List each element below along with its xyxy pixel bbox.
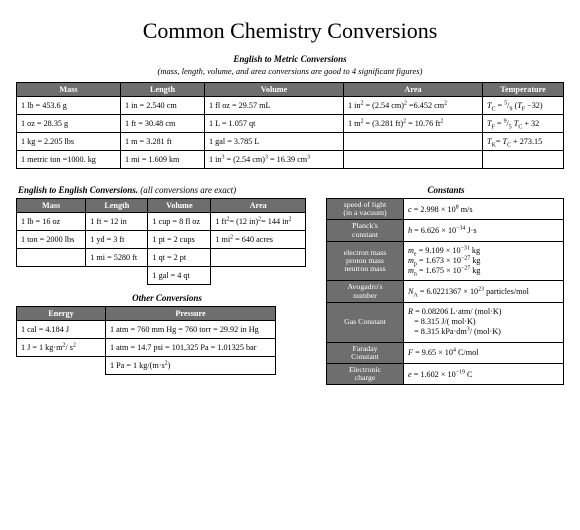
section3-heading: Other Conversions [18,293,316,303]
table-row: 1 Pa = 1 kg/(m·s2) [17,357,276,375]
table-english-metric: Mass Length Volume Area Temperature 1 lb… [16,82,564,169]
table-row: Avogadro'snumber NA = 6.0221367 × 1023 p… [327,281,564,302]
table-constants: speed of light(in a vacuum) c = 2.998 × … [326,198,564,385]
table-row: Gas Constant R = 0.08206 L·atm/ (mol·K) … [327,302,564,342]
col-area: Area [211,199,306,213]
page-title: Common Chemistry Conversions [16,18,564,44]
table-row: speed of light(in a vacuum) c = 2.998 × … [327,199,564,220]
col-area: Area [344,83,483,97]
section1-note: (mass, length, volume, and area conversi… [16,66,564,76]
table-row: electron massproton massneutron mass me … [327,241,564,281]
table-row: FaradayConstant F = 9.65 × 104 C/mol [327,342,564,363]
col-pressure: Pressure [106,307,276,321]
col-length: Length [121,83,205,97]
table-row: Electroniccharge e = 1.602 × 10−19 C [327,363,564,384]
col-mass: Mass [17,83,121,97]
col-temp: Temperature [483,83,564,97]
table-row: 1 gal = 4 qt [17,267,306,285]
table-row: 1 kg = 2.205 lbs 1 m = 3.281 ft 1 gal = … [17,133,564,151]
table-row: 1 cal = 4.184 J 1 atm = 760 mm Hg = 760 … [17,321,276,339]
table-row: 1 oz = 28.35 g 1 ft = 30.48 cm 1 L = 1.0… [17,115,564,133]
table-row: 1 lb = 453.6 g 1 in = 2.540 cm 1 fl oz =… [17,97,564,115]
section1-heading: English to Metric Conversions [16,54,564,64]
constants-heading: Constants [328,185,564,195]
section2-heading: English to English Conversions. (all con… [18,185,316,195]
table-english-english: Mass Length Volume Area 1 lb = 16 oz 1 f… [16,198,306,285]
table-row: 1 metric ton =1000. kg 1 mi = 1.609 km 1… [17,151,564,169]
col-volume: Volume [148,199,211,213]
table-row: 1 ton = 2000 lbs 1 yd = 3 ft 1 pt = 2 cu… [17,231,306,249]
table-row: 1 lb = 16 oz 1 ft = 12 in 1 cup = 8 fl o… [17,213,306,231]
col-volume: Volume [205,83,344,97]
table-row: 1 J = 1 kg·m2/ s2 1 atm = 14.7 psi = 101… [17,339,276,357]
table-other: Energy Pressure 1 cal = 4.184 J 1 atm = … [16,306,276,375]
table-row: 1 mi = 5280 ft 1 qt = 2 pt [17,249,306,267]
col-energy: Energy [17,307,106,321]
col-length: Length [86,199,148,213]
table-row: Planck'sconstant h = 6.626 × 10−34 J·s [327,220,564,241]
col-mass: Mass [17,199,86,213]
